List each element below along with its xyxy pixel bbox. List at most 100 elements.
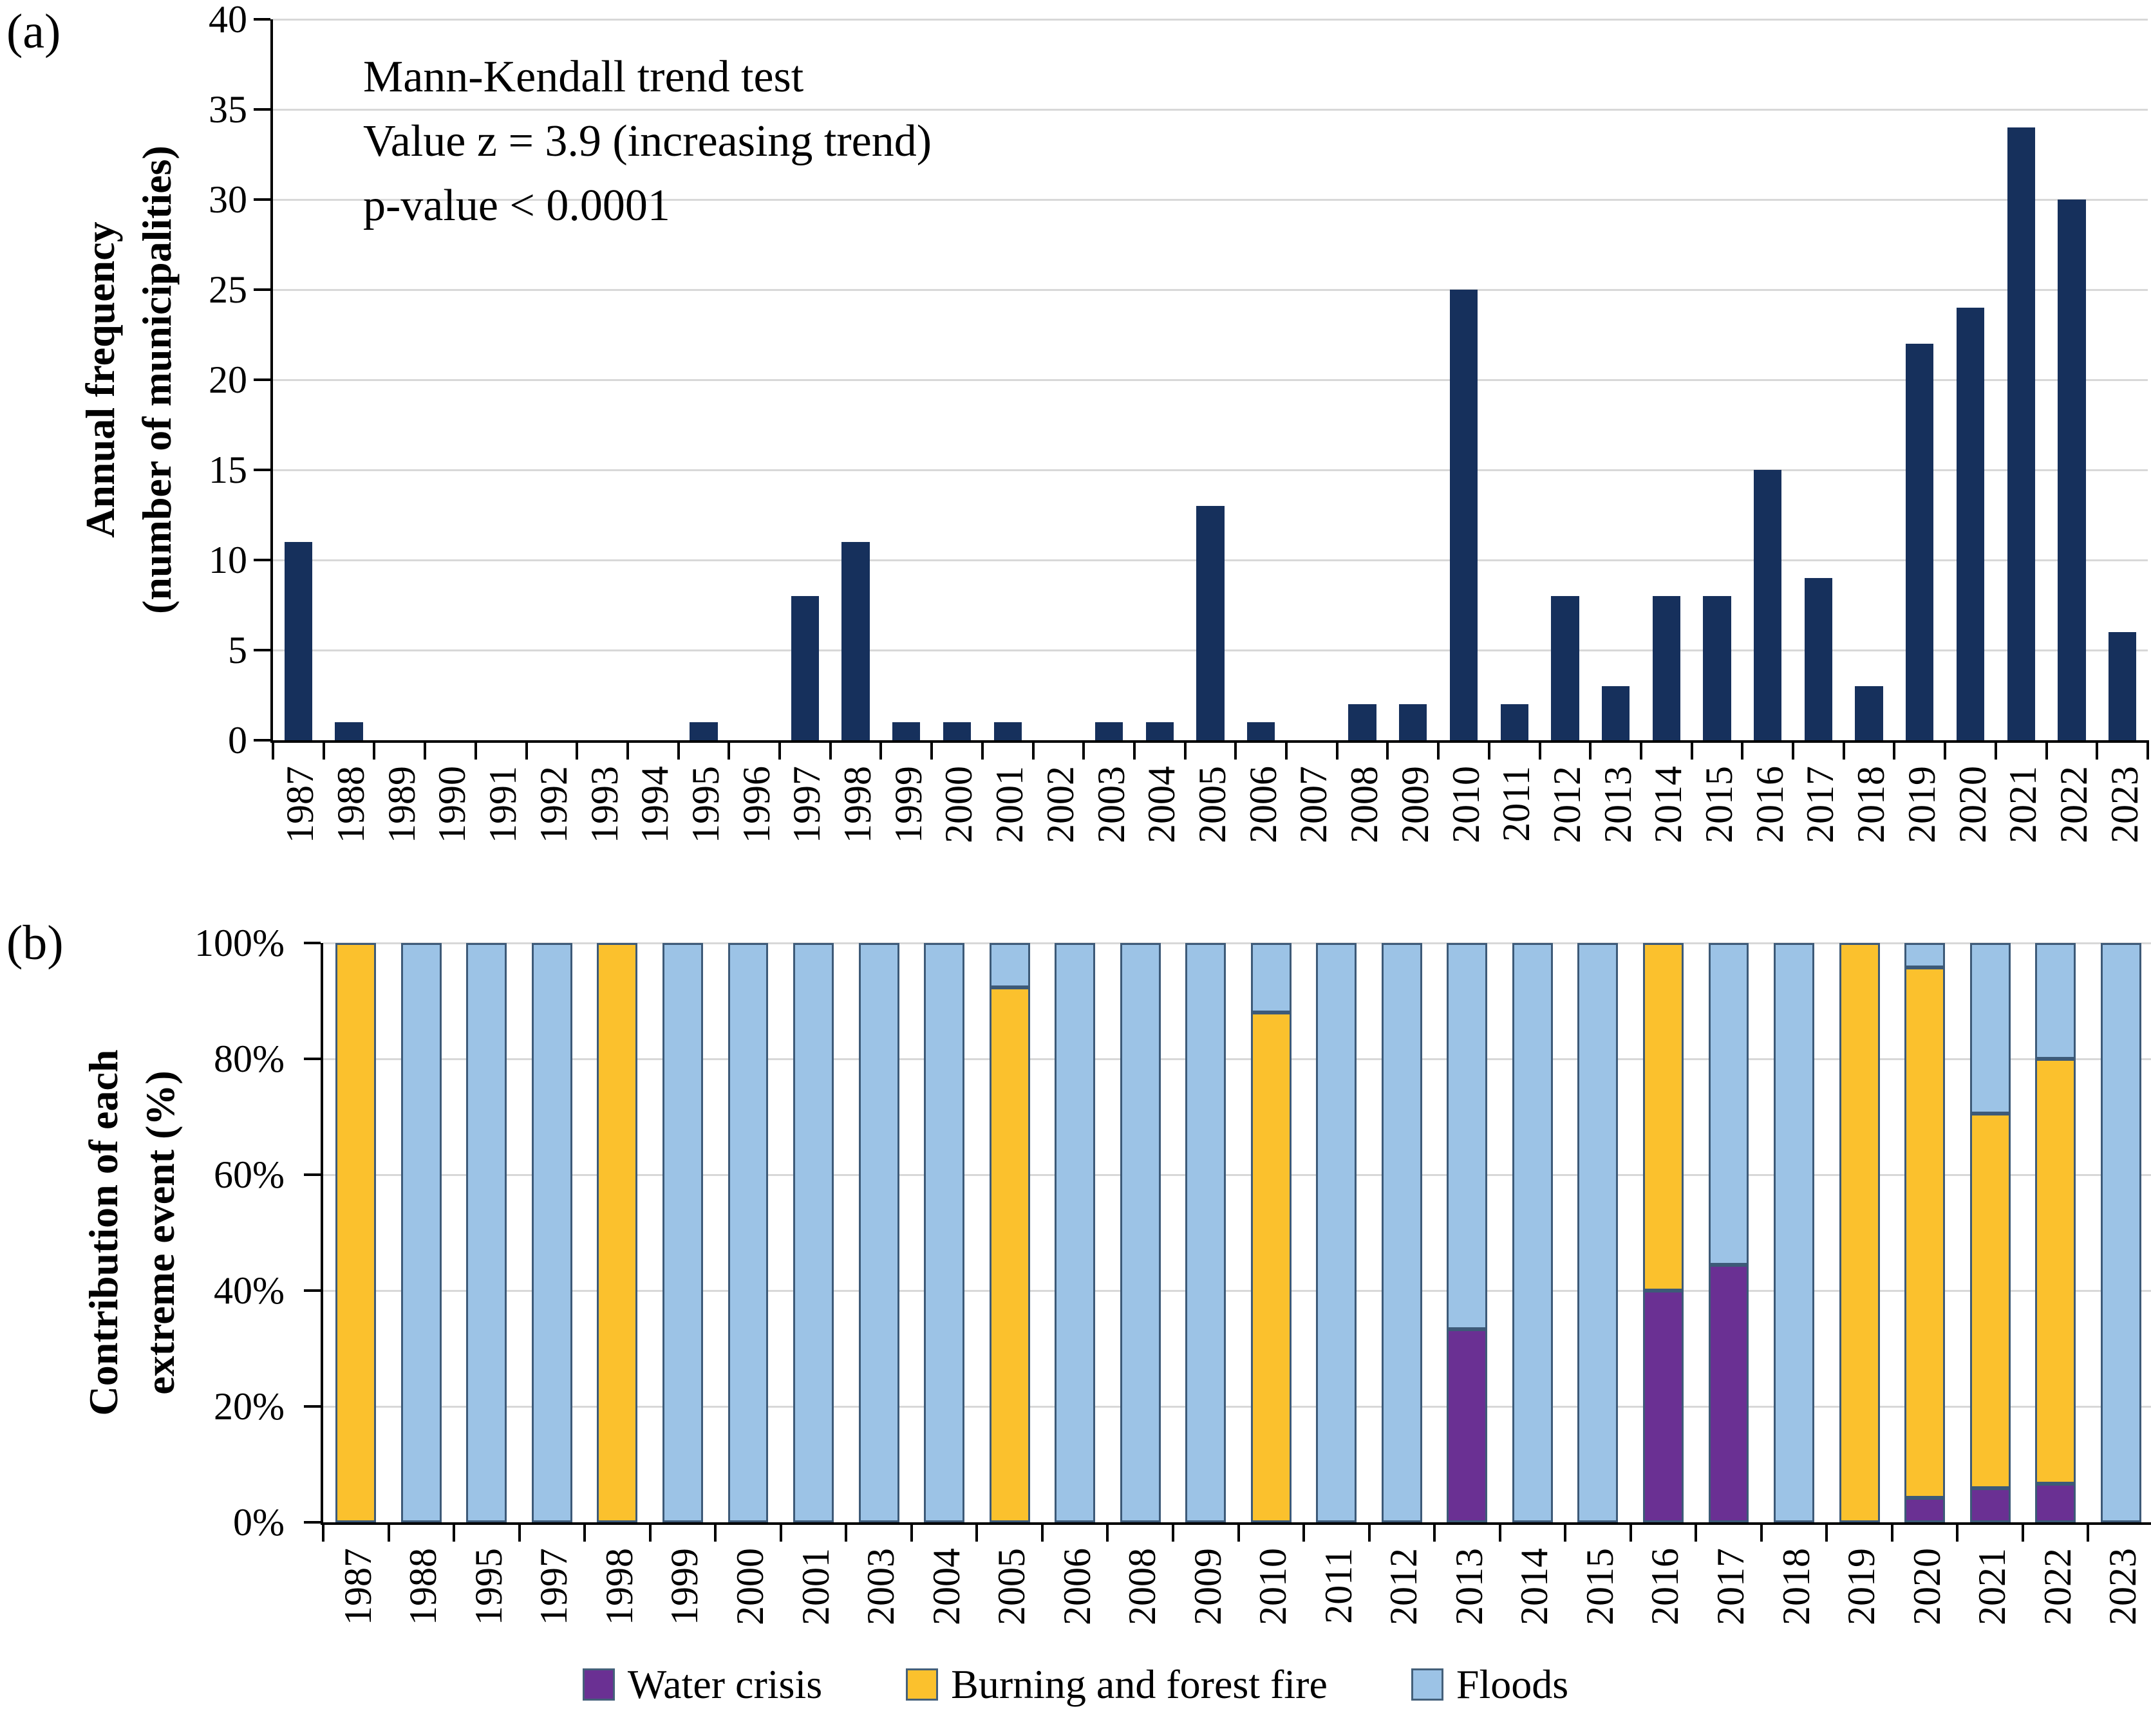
y-axis-tick [254,739,270,742]
y-tick-label: 15 [209,449,247,491]
x-tick-label-2015: 2015 [1698,766,1741,843]
stacked-bar-1988 [400,943,442,1522]
x-tick-label-2023: 2023 [2101,1548,2145,1625]
segment-2005-burning-and-forest-fire [989,987,1030,1522]
x-axis-tick [1171,1522,1174,1542]
x-tick-label-1988: 1988 [402,1548,445,1625]
x-axis-tick [1031,740,1035,760]
x-tick-label-2022: 2022 [2036,1548,2079,1625]
x-tick-label-2017: 2017 [1799,766,1842,843]
bar-2003 [1094,722,1123,740]
x-tick-label-2011: 2011 [1317,1548,1360,1624]
bar-2009 [1399,704,1427,740]
segment-2022-water-crisis [2035,1483,2076,1522]
x-axis-tick [1956,1522,1959,1542]
x-tick-label-2009: 2009 [1393,766,1436,843]
gridline [323,1289,2151,1292]
x-axis-tick [1437,740,1440,760]
x-tick-label-2012: 2012 [1545,766,1588,843]
bar-2010 [1449,290,1478,740]
y-axis-tick [254,288,270,291]
segment-2003-floods [858,943,899,1522]
x-tick-label-1999: 1999 [663,1548,706,1625]
y-tick-label: 25 [209,268,247,311]
x-axis-tick [525,740,528,760]
bar-2015 [1703,596,1731,740]
panel-b-plot: 0% 20% 40% 60% 80% 100% 1987 1988 1995 1997 1998 19… [194,924,2151,1625]
gridline [273,469,2148,471]
legend-swatch-burning-forest-fire [906,1668,939,1701]
x-tick-label-2014: 2014 [1647,766,1690,843]
x-axis-tick [474,740,477,760]
bar-2005 [1196,506,1225,740]
y-tick-label: 80% [214,1038,285,1080]
segment-2017-floods [1708,943,1749,1265]
x-tick-label-1998: 1998 [836,766,879,843]
x-axis-tick [1890,1522,1893,1542]
legend-label-floods: Floods [1456,1661,1569,1707]
x-tick-label-2005: 2005 [1191,766,1234,843]
x-axis-tick [1106,1522,1109,1542]
bar-2014 [1652,596,1680,740]
gridline [273,378,2148,381]
x-tick-label-1996: 1996 [735,766,778,843]
bar-2001 [993,722,1022,740]
stacked-bar-1997 [531,943,572,1522]
legend-label-burning-forest-fire: Burning and forest fire [951,1661,1328,1707]
x-tick-label-1997: 1997 [532,1548,576,1625]
x-axis-tick [424,740,427,760]
bar-2021 [2007,127,2035,740]
x-axis-tick [272,740,274,760]
x-tick-label-1997: 1997 [785,766,829,843]
gridline [323,1405,2151,1408]
panel-b-y-axis-title: Contribution of each extreme event (%) [42,930,222,1535]
x-axis-tick [1237,1522,1240,1542]
x-axis-tick [930,740,934,760]
x-axis-tick [1285,740,1288,760]
x-tick-label-2023: 2023 [2103,766,2146,843]
x-axis-tick [1538,740,1541,760]
x-tick-label-2021: 2021 [2002,766,2045,843]
x-axis-tick [626,740,629,760]
x-axis-tick [1994,740,1997,760]
x-tick-label-2001: 2001 [988,766,1031,843]
gridline [273,198,2148,201]
stacked-bar-2004 [924,943,965,1522]
segment-2009-floods [1185,943,1226,1522]
bar-2004 [1145,722,1174,740]
x-tick-label-2013: 2013 [1596,766,1639,843]
x-axis-tick [1183,740,1187,760]
bar-1999 [892,722,921,740]
x-tick-label-2021: 2021 [1971,1548,2014,1625]
legend: Water crisis Burning and forest fire Flo… [0,1661,2151,1708]
x-axis-tick [779,1522,782,1542]
x-axis-tick [2096,740,2099,760]
stacked-bar-2017 [1708,943,1749,1522]
x-axis-tick [453,1522,456,1542]
legend-item-floods: Floods [1411,1661,1568,1708]
x-tick-label-2011: 2011 [1495,766,1538,842]
stacked-bar-2021 [1969,943,2011,1522]
gridline [323,1058,2151,1060]
x-axis-tick [1792,740,1795,760]
stacked-bar-2010 [1250,943,1292,1522]
x-tick-label-2004: 2004 [1140,766,1183,843]
x-axis-tick [677,740,680,760]
y-axis-tick [304,1289,321,1292]
y-tick-label: 0% [233,1501,285,1544]
x-axis-tick [1132,740,1136,760]
x-tick-label-2012: 2012 [1382,1548,1425,1625]
segment-2022-floods [2035,943,2076,1059]
panel-a-plot: Mann-Kendall trend test Value z = 3.9 (i… [209,0,2149,843]
x-axis-tick [576,740,579,760]
stacked-bar-2006 [1055,943,1096,1522]
y-tick-label: 40% [214,1269,285,1312]
x-axis-tick [1564,1522,1567,1542]
segment-1987-burning-and-forest-fire [335,943,377,1522]
segment-2020-burning-and-forest-fire [1904,967,1946,1498]
x-axis-tick [1302,1522,1306,1542]
stacked-bar-2020 [1904,943,1946,1522]
x-axis-tick [1234,740,1237,760]
annotation-line2: Value z = 3.9 (increasing trend) [363,117,932,166]
